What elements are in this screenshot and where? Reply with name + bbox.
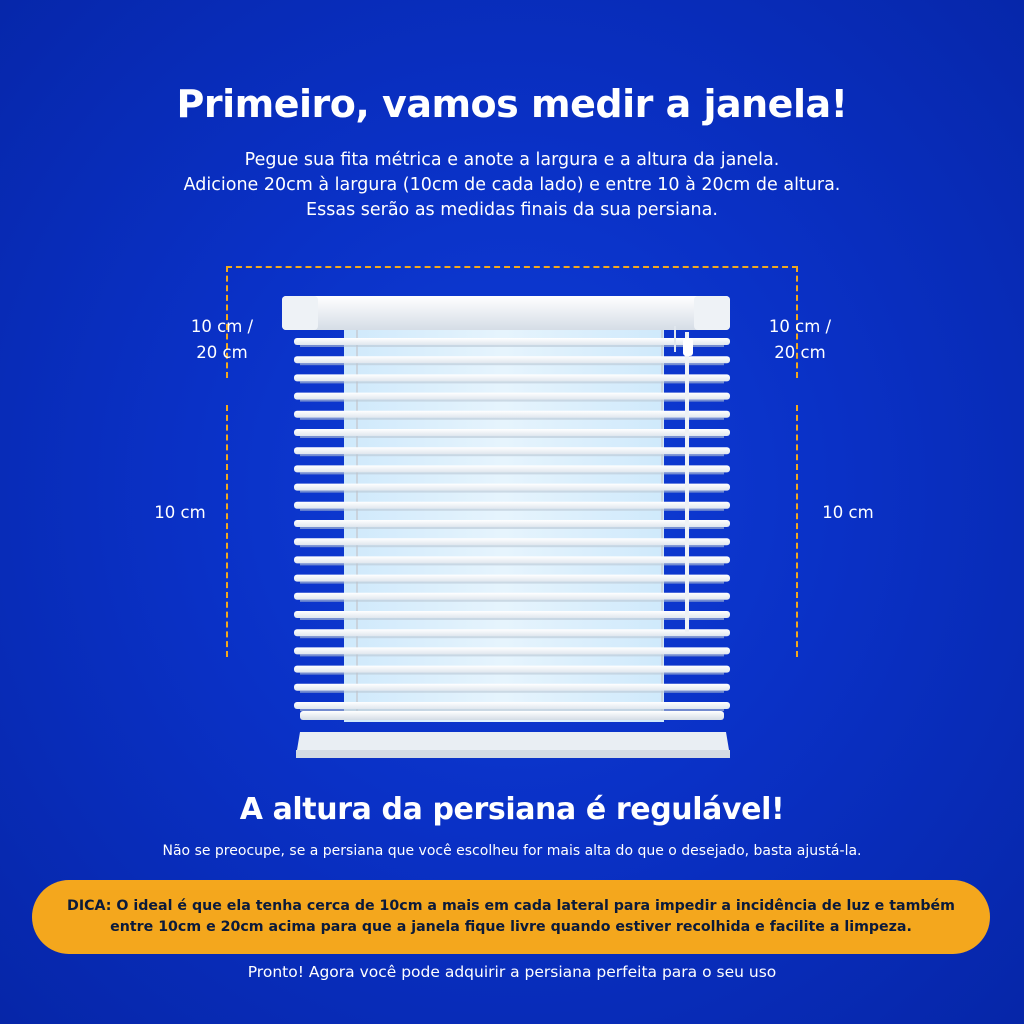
slats-group xyxy=(294,338,730,711)
tip-line-2: entre 10cm e 20cm acima para que a janel… xyxy=(110,919,912,935)
width-guide-line xyxy=(226,266,798,268)
top-left-measure: 10 cm / 20 cm xyxy=(170,314,274,366)
blind-slat-shadow xyxy=(300,654,724,657)
left-top-guide-line xyxy=(226,266,228,378)
tip-line-1: DICA: O ideal é que ela tenha cerca de 1… xyxy=(67,898,955,914)
blind-slat-shadow xyxy=(300,618,724,620)
blind-slat-shadow xyxy=(300,472,724,475)
blind-slat xyxy=(294,520,730,527)
blind-slat xyxy=(294,465,730,473)
blind-slat-shadow xyxy=(300,454,724,457)
blind-slat-shadow xyxy=(300,527,724,529)
blind-slat-shadow xyxy=(300,345,724,347)
blind-slat xyxy=(294,538,730,546)
blind-slat xyxy=(294,374,730,382)
blind-slat-shadow xyxy=(300,436,724,438)
top-right-measure: 10 cm / 20 cm xyxy=(748,314,852,366)
top-left-measure-line1: 10 cm / xyxy=(190,317,254,336)
blind-slat xyxy=(294,501,730,509)
blind-slat-shadow xyxy=(300,636,724,639)
blind-slat-shadow xyxy=(300,581,724,584)
blind-slat-shadow xyxy=(300,490,724,493)
bottom-rail xyxy=(300,711,724,720)
tip-banner: DICA: O ideal é que ela tenha cerca de 1… xyxy=(32,880,990,954)
blind-slat xyxy=(294,574,730,582)
blind-slat xyxy=(294,611,730,618)
window-glass xyxy=(344,330,664,722)
blind-slat xyxy=(294,629,730,637)
blind-slat xyxy=(294,338,730,345)
window-sill-edge xyxy=(296,750,730,758)
adjustable-title: A altura da persiana é regulável! xyxy=(239,792,785,827)
intro-text: Pegue sua fita métrica e anote a largura… xyxy=(0,148,1024,223)
head-rail xyxy=(282,296,730,330)
blind-slat xyxy=(294,683,730,691)
side-right-measure: 10 cm xyxy=(822,503,874,522)
blind-slat xyxy=(294,447,730,455)
blind-slat xyxy=(294,665,730,673)
blind-slat-shadow xyxy=(300,563,724,566)
blind-slat-shadow xyxy=(300,399,724,402)
blind-slat xyxy=(294,392,730,400)
head-rail-cap-right xyxy=(694,296,730,330)
blind-slat xyxy=(294,410,730,418)
blind-slat-shadow xyxy=(300,381,724,384)
blind-slat xyxy=(294,647,730,655)
blind-slat-shadow xyxy=(300,508,724,511)
blind-slat-shadow xyxy=(300,417,724,420)
blind-slat xyxy=(294,592,730,600)
blind-slat-shadow xyxy=(300,709,724,711)
left-side-guide-line xyxy=(226,405,228,657)
blind-slat xyxy=(294,429,730,436)
right-top-guide-line xyxy=(796,266,798,378)
tilt-wand-hook xyxy=(683,338,693,356)
blind-slat-shadow xyxy=(300,672,724,675)
intro-line-1: Pegue sua fita métrica e anote a largura… xyxy=(244,150,780,170)
blind-slat-shadow xyxy=(300,545,724,548)
right-side-guide-line xyxy=(796,405,798,657)
window-sill xyxy=(296,732,730,756)
blind-slat xyxy=(294,556,730,564)
top-left-measure-line2: 20 cm xyxy=(196,343,248,362)
blind-slat-shadow xyxy=(300,690,724,693)
page-title: Primeiro, vamos medir a janela! xyxy=(176,82,848,126)
blind-slat xyxy=(294,356,730,364)
side-left-measure: 10 cm xyxy=(154,503,206,522)
footer-text: Pronto! Agora você pode adquirir a persi… xyxy=(247,963,777,981)
adjustable-text: Não se preocupe, se a persiana que você … xyxy=(162,843,862,859)
intro-line-3: Essas serão as medidas finais da sua per… xyxy=(306,200,718,220)
blind-slat-shadow xyxy=(300,599,724,602)
intro-line-2: Adicione 20cm à largura (10cm de cada la… xyxy=(183,175,841,195)
head-rail-cap-left xyxy=(282,296,318,330)
blind-slat xyxy=(294,483,730,491)
blind-slat xyxy=(294,702,730,709)
blind-slat-shadow xyxy=(300,363,724,366)
top-right-measure-line1: 10 cm / xyxy=(768,317,832,336)
top-right-measure-line2: 20 cm xyxy=(774,343,826,362)
